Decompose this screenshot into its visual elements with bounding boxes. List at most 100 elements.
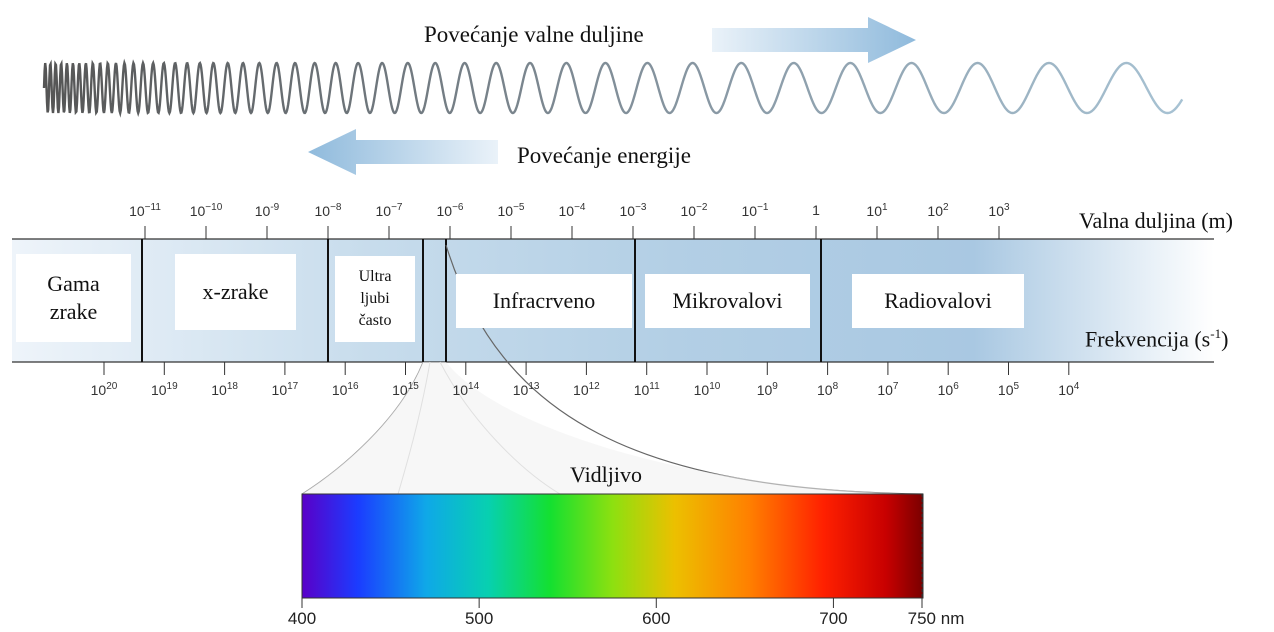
wavelength-tick-label: 10−8 — [315, 202, 342, 219]
tick-base: 10 — [436, 203, 453, 219]
frequency-tick-label: 1015 — [392, 381, 419, 398]
visible-title: Vidljivo — [570, 462, 643, 487]
wavelength-tick-label: 10−3 — [620, 202, 647, 219]
tick-base: 10 — [331, 382, 348, 398]
tick-exponent: 8 — [832, 381, 839, 392]
tick-base: 10 — [271, 382, 288, 398]
zoom-fan-shade — [302, 362, 923, 494]
tick-base: 10 — [452, 382, 469, 398]
tick-base: 10 — [129, 203, 145, 219]
region-gamma: Gama zrake — [16, 254, 131, 342]
tick-base: 10 — [693, 382, 710, 398]
wavelength-ticks — [144, 226, 1000, 239]
tick-exponent: 1 — [882, 202, 888, 213]
frequency-tick-label: 1020 — [91, 381, 118, 398]
tick-exponent: 6 — [953, 381, 959, 392]
tick-base: 10 — [619, 203, 636, 219]
tick-exponent: 20 — [106, 381, 118, 392]
tick-exponent: 14 — [468, 381, 480, 392]
frequency-tick-label: 1018 — [211, 381, 238, 398]
frequency-tick-label: 1010 — [694, 381, 721, 398]
visible-spectrum-bar — [301, 493, 924, 599]
frequency-tick-label: 1019 — [151, 381, 178, 398]
wavelength-tick-label: 10−10 — [190, 202, 223, 219]
wavelength-tick-label: 10−11 — [129, 202, 161, 219]
tick-base: 10 — [314, 203, 331, 219]
region-radio: Radiovalovi — [852, 274, 1024, 328]
tick-base: 10 — [497, 203, 514, 219]
tick-exponent: −7 — [391, 202, 403, 213]
visible-ticks — [301, 598, 923, 608]
wavelength-tick-label: 10−4 — [559, 202, 586, 219]
tick-exponent: 9 — [772, 381, 778, 392]
tick-base: 10 — [150, 382, 167, 398]
tick-base: 10 — [211, 382, 227, 398]
frequency-tick-label: 1012 — [573, 381, 600, 398]
tick-exponent: −5 — [513, 202, 525, 213]
wavelength-tick-label: 101 — [866, 202, 887, 219]
tick-base: 10 — [633, 382, 650, 398]
wavelength-tick-label: 103 — [988, 202, 1009, 219]
frequency-tick-label: 109 — [757, 381, 778, 398]
tick-base: 10 — [680, 203, 697, 219]
frequency-tick-label: 107 — [877, 381, 898, 398]
tick-exponent: 2 — [943, 202, 949, 213]
tick-base: 1 — [812, 202, 820, 218]
tick-exponent: −8 — [330, 202, 342, 213]
frequency-tick-label: 1017 — [272, 381, 299, 398]
tick-base: 10 — [573, 382, 589, 398]
frequency-tick-label: 1016 — [332, 381, 359, 398]
visible-tick-label: 750 nm — [907, 609, 965, 628]
wavelength-tick-label: 10−2 — [681, 202, 708, 219]
region-microwave: Mikrovalovi — [645, 274, 810, 328]
wavelength-tick-label: 10−6 — [437, 202, 464, 219]
tick-exponent: 15 — [407, 381, 419, 392]
region-uv: Ultra ljubi často — [335, 256, 415, 342]
visible-tick-label: 500 — [464, 609, 494, 628]
tick-exponent: 10 — [709, 381, 721, 392]
wavelength-arrow — [712, 17, 916, 63]
frequency-tick-label: 1013 — [513, 381, 540, 398]
frequency-tick-label: 1011 — [634, 381, 660, 398]
tick-exponent: 5 — [1013, 381, 1020, 392]
wavelength-axis-label: Valna duljina (m) — [1079, 208, 1233, 233]
tick-exponent: 7 — [892, 381, 899, 392]
tick-base: 10 — [90, 382, 107, 398]
tick-exponent: 4 — [1073, 381, 1080, 392]
tick-exponent: 13 — [528, 381, 540, 392]
tick-base: 10 — [558, 203, 575, 219]
tick-exponent: 11 — [649, 381, 660, 392]
tick-base: 10 — [375, 203, 392, 219]
tick-base: 10 — [927, 203, 944, 219]
wavelength-tick-label: 10−5 — [498, 202, 525, 219]
tick-base: 10 — [756, 382, 773, 398]
tick-exponent: 3 — [1004, 202, 1010, 213]
tick-exponent: −3 — [635, 202, 647, 213]
tick-base: 10 — [877, 382, 893, 398]
tick-base: 10 — [817, 382, 833, 398]
frequency-tick-label: 108 — [817, 381, 838, 398]
wavelength-tick-label: 1 — [812, 202, 820, 218]
tick-exponent: 18 — [226, 381, 238, 392]
tick-exponent: −6 — [452, 202, 464, 213]
tick-base: 10 — [937, 382, 954, 398]
tick-base: 10 — [254, 203, 271, 219]
visible-tick-label: 400 — [287, 609, 317, 628]
frequency-tick-label: 106 — [938, 381, 959, 398]
tick-base: 10 — [189, 203, 206, 219]
visible-tick-label: 600 — [642, 609, 671, 628]
tick-exponent: 19 — [166, 381, 178, 392]
region-xray: x-zrake — [175, 254, 296, 330]
tick-exponent: −4 — [574, 202, 586, 213]
tick-base: 10 — [1058, 382, 1074, 398]
wavelength-tick-label: 102 — [927, 202, 948, 219]
frequency-ticks — [103, 362, 1070, 375]
tick-base: 10 — [988, 203, 1005, 219]
tick-base: 10 — [392, 382, 408, 398]
wave-curve — [42, 58, 1184, 118]
tick-base: 10 — [997, 382, 1014, 398]
frequency-tick-label: 104 — [1058, 381, 1079, 398]
tick-exponent: 17 — [287, 381, 299, 392]
tick-exponent: −10 — [205, 202, 223, 213]
